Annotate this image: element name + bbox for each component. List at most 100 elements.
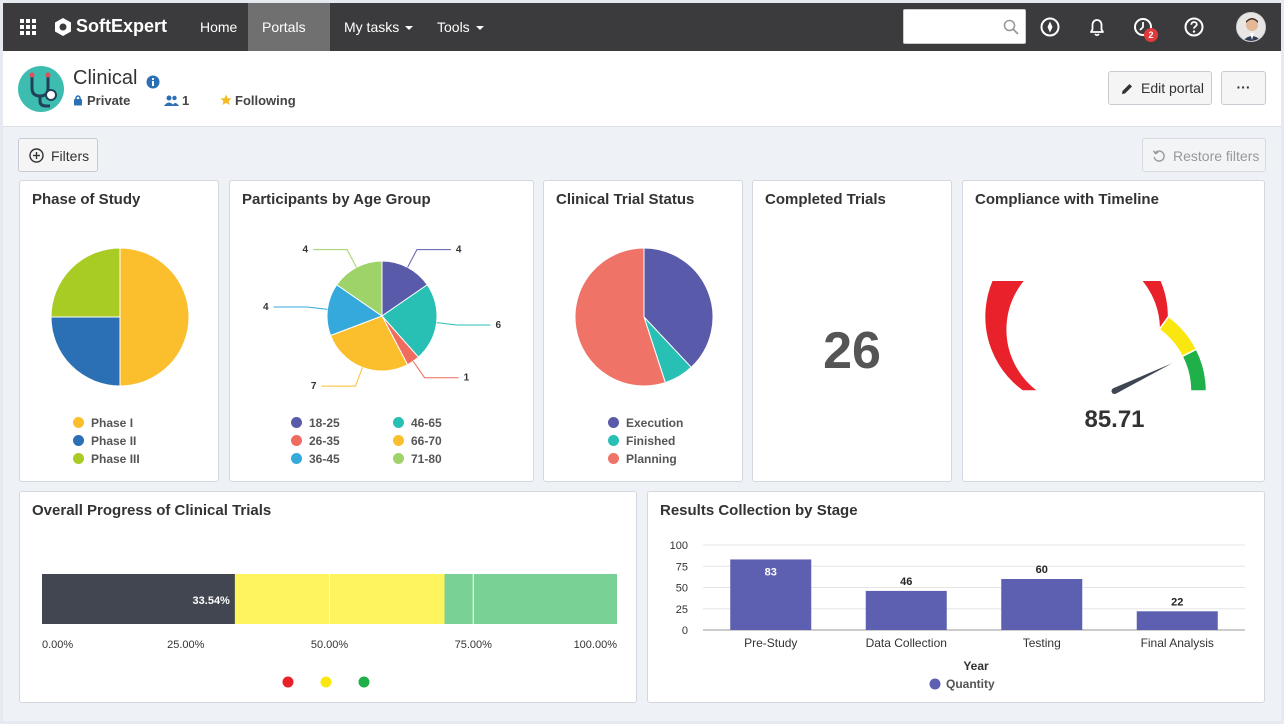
edit-portal-button[interactable]: Edit portal — [1108, 71, 1212, 105]
legend-dot — [393, 453, 404, 464]
lock-icon — [74, 95, 82, 106]
members-count[interactable]: 1 — [164, 93, 189, 108]
legend-dot — [73, 435, 84, 446]
progress-value-label: 33.54% — [193, 595, 231, 607]
legend-item-26-35[interactable]: 26-35 — [291, 434, 340, 448]
pie-connector-46-65 — [436, 322, 491, 326]
completed-trials-value: 26 — [823, 322, 881, 380]
card-title: Compliance with Timeline — [975, 191, 1159, 208]
pie-label-71-80: 4 — [303, 245, 309, 256]
filters-label: Filters — [51, 148, 90, 164]
chevron-down-icon — [405, 26, 414, 30]
nav-tools[interactable]: Tools — [423, 3, 498, 51]
legend-item-18-25[interactable]: 18-25 — [291, 416, 340, 430]
compliance-value: 85.71 — [1084, 406, 1145, 433]
pie-connector-18-25 — [407, 249, 451, 268]
search-input[interactable] — [904, 10, 998, 43]
legend-label: 46-65 — [411, 416, 442, 430]
filters-button[interactable]: Filters — [18, 138, 98, 172]
bell-icon[interactable] — [1083, 13, 1111, 41]
members-label: 1 — [182, 93, 190, 108]
progress-band-1 — [444, 574, 474, 624]
results-category-label: Testing — [1023, 636, 1061, 650]
pie-slice-46-65[interactable] — [381, 284, 438, 358]
card-title: Phase of Study — [32, 191, 141, 208]
star-icon — [220, 94, 232, 105]
stethoscope-icon — [18, 66, 64, 112]
pie-connector-71-80 — [313, 249, 357, 268]
results-legend-label[interactable]: Quantity — [946, 677, 995, 691]
pie-slice-planning[interactable] — [574, 247, 666, 387]
user-avatar[interactable] — [1236, 12, 1266, 42]
compass-icon[interactable] — [1036, 13, 1064, 41]
legend-item-finished[interactable]: Finished — [608, 434, 675, 448]
brand-name: SoftExpert — [76, 16, 168, 36]
pie-slice-phase-iii[interactable] — [50, 247, 121, 318]
search-container — [903, 9, 1026, 44]
results-category-label: Data Collection — [866, 636, 947, 650]
results-bar-pre-study[interactable] — [730, 559, 812, 630]
legend-label: 26-35 — [309, 434, 340, 448]
pie-slice-phase-ii[interactable] — [50, 316, 121, 387]
task-clock-icon — [1134, 18, 1152, 36]
legend-dot — [608, 435, 619, 446]
restore-filters-button[interactable]: Restore filters — [1142, 138, 1266, 172]
legend-item-66-70[interactable]: 66-70 — [393, 434, 442, 448]
gauge-needle — [1113, 363, 1173, 394]
pie-label-18-25: 4 — [456, 245, 462, 256]
pie-slice-execution[interactable] — [643, 247, 714, 369]
pie-slice-phase-i[interactable] — [119, 247, 190, 387]
nav-portals-label: Portals — [262, 19, 306, 35]
legend-item-phase-ii[interactable]: Phase II — [73, 434, 136, 448]
results-bar-final-analysis[interactable] — [1136, 611, 1218, 630]
card-completed-trials: Completed Trials 26 — [752, 180, 952, 482]
app-grid-icon[interactable] — [20, 19, 36, 35]
results-bar-testing[interactable] — [1001, 579, 1083, 630]
results-bar-chart: 0 25 50 75 100 83 Pre-Study 46 Data Collection 60… — [670, 540, 1245, 691]
results-value-label: 46 — [900, 576, 912, 588]
legend-item-phase-iii[interactable]: Phase III — [73, 452, 140, 466]
pie-slice-36-45[interactable] — [326, 284, 384, 337]
tasks-indicator[interactable]: 2 — [1130, 13, 1160, 43]
legend-label: 71-80 — [411, 452, 442, 466]
nav-home[interactable]: Home — [186, 3, 251, 51]
pie-slice-18-25[interactable] — [381, 260, 428, 317]
following-status[interactable]: Following — [220, 93, 296, 108]
progress-legend-dot-2[interactable] — [358, 676, 370, 688]
progress-tick-label: 25.00% — [167, 639, 205, 651]
help-icon[interactable] — [1180, 13, 1208, 41]
info-icon[interactable] — [146, 75, 160, 89]
results-xaxis-label: Year — [963, 659, 989, 673]
results-ytick-label: 0 — [682, 625, 688, 637]
results-ytick-label: 100 — [670, 540, 688, 552]
nav-portals[interactable]: Portals — [248, 3, 330, 78]
results-bar-data-collection[interactable] — [865, 590, 947, 630]
card-title: Participants by Age Group — [242, 191, 431, 208]
legend-item-planning[interactable]: Planning — [608, 452, 677, 466]
legend-item-phase-i[interactable]: Phase I — [73, 416, 133, 430]
notification-count: 2 — [1148, 30, 1154, 40]
results-legend-dot[interactable] — [929, 678, 941, 690]
nav-my-tasks[interactable]: My tasks — [330, 3, 427, 51]
pie-connector-66-70 — [321, 367, 363, 387]
progress-legend-dot-1[interactable] — [320, 676, 332, 688]
card-compliance-timeline: Compliance with Timeline 85.71 — [962, 180, 1265, 482]
legend-item-71-80[interactable]: 71-80 — [393, 452, 442, 466]
edit-portal-label: Edit portal — [1141, 80, 1205, 96]
search-icon[interactable] — [1003, 19, 1019, 35]
progress-band-2 — [473, 574, 617, 624]
legend-item-46-65[interactable]: 46-65 — [393, 416, 442, 430]
legend-dot — [73, 417, 84, 428]
legend-item-36-45[interactable]: 36-45 — [291, 452, 340, 466]
chevron-down-icon — [475, 26, 484, 30]
card-title: Completed Trials — [765, 191, 886, 208]
pie-slice-71-80[interactable] — [336, 260, 383, 317]
more-options-button[interactable]: ··· — [1221, 71, 1266, 105]
nav-tools-label: Tools — [437, 19, 470, 35]
progress-legend-dot-0[interactable] — [282, 676, 294, 688]
card-clinical-trial-status: Clinical Trial Status Execution Finished… — [543, 180, 743, 482]
app-frame: SoftExpert Home Portals My tasks Tools — [3, 3, 1281, 721]
progress-value-bar[interactable] — [42, 574, 235, 624]
legend-item-execution[interactable]: Execution — [608, 416, 683, 430]
pencil-icon — [1122, 84, 1132, 94]
